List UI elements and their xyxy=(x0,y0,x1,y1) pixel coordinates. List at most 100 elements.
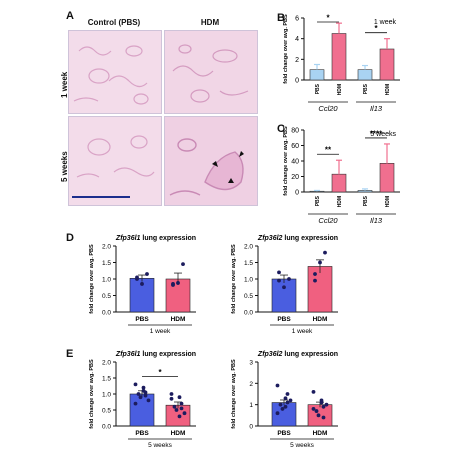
bar xyxy=(271,278,297,313)
y-tick-label: 0.0 xyxy=(244,310,253,317)
histology-image xyxy=(69,31,161,113)
data-point xyxy=(177,395,182,400)
chart-e1: Zfp36l1 lung expression 0.0 0.5 1.0 1.5 2.0 fo… xyxy=(89,351,196,449)
y-tick-label: 2 xyxy=(295,57,299,64)
data-point xyxy=(275,383,280,388)
y-tick-label: 40 xyxy=(291,159,299,166)
bar xyxy=(357,69,373,81)
histology-image xyxy=(165,31,257,113)
y-tick-label: 2.0 xyxy=(102,360,111,367)
y-tick-label: 1.5 xyxy=(244,260,253,267)
y-tick-label: 6 xyxy=(295,16,299,23)
data-point xyxy=(285,400,290,405)
bar xyxy=(307,266,333,313)
bar xyxy=(379,48,395,81)
panel-label-d: D xyxy=(66,232,74,244)
data-point xyxy=(176,281,180,285)
chart-title: Zfp36l2 lung expression xyxy=(257,235,338,242)
bar xyxy=(129,393,155,427)
data-point xyxy=(141,385,146,390)
data-point xyxy=(143,393,148,398)
histology-hdm-1week xyxy=(164,30,258,114)
y-tick-label: 20 xyxy=(291,174,299,181)
x-tick-label: HDM xyxy=(385,84,391,95)
y-tick-label: 0.0 xyxy=(102,310,111,317)
data-point xyxy=(133,382,138,387)
panel-label-e: E xyxy=(66,348,74,360)
chart-e2: Zfp36l2 lung expression 0 1 2 3 fold change o… xyxy=(231,351,338,449)
y-axis-label: fold change over avg. PBS xyxy=(283,126,289,196)
significance-marker: * xyxy=(326,14,330,23)
y-tick-label: 0 xyxy=(249,424,253,431)
data-point xyxy=(179,406,184,411)
data-point xyxy=(275,411,280,416)
y-axis-label: fold change over avg. PBS xyxy=(231,244,237,314)
y-tick-label: 2 xyxy=(249,381,253,388)
data-point xyxy=(177,414,182,419)
data-point xyxy=(283,404,288,409)
y-tick-label: 0.5 xyxy=(244,293,253,300)
panel-label-a: A xyxy=(66,10,74,22)
y-tick-label: 0.0 xyxy=(102,424,111,431)
y-tick-label: 2.0 xyxy=(102,244,111,251)
bar xyxy=(331,173,347,193)
x-tick-label: HDM xyxy=(171,316,186,323)
histology-image xyxy=(165,117,257,205)
data-point xyxy=(136,392,141,396)
data-point xyxy=(171,283,175,287)
group-label: Il13 xyxy=(370,104,383,113)
data-point xyxy=(140,282,144,286)
y-axis-label: fold change over avg. PBS xyxy=(89,244,95,314)
data-point xyxy=(179,401,184,406)
data-point xyxy=(316,413,321,418)
x-tick-label: HDM xyxy=(337,196,343,207)
data-point xyxy=(311,407,316,411)
group-label: Ccl20 xyxy=(318,104,338,113)
data-point xyxy=(169,392,174,396)
data-point xyxy=(280,407,285,411)
significance-marker: **** xyxy=(370,129,383,138)
y-tick-label: 0.5 xyxy=(102,293,111,300)
data-point xyxy=(321,404,326,409)
bar xyxy=(379,163,395,193)
x-axis-label: 1 week xyxy=(292,328,313,335)
data-point xyxy=(174,408,179,412)
y-tick-label: 1 xyxy=(249,402,253,409)
chart-title: Zfp36l2 lung expression xyxy=(257,351,338,358)
data-point xyxy=(282,285,286,290)
y-axis-label: fold change over avg. PBS xyxy=(231,359,237,429)
y-tick-label: 4 xyxy=(295,36,299,43)
data-point xyxy=(278,402,283,407)
y-tick-label: 80 xyxy=(291,128,299,135)
data-point xyxy=(146,398,151,403)
y-axis-label: fold change over avg. PBS xyxy=(89,359,95,429)
arrow-icon xyxy=(212,161,218,167)
bar xyxy=(357,190,373,193)
data-point xyxy=(288,398,293,403)
significance-marker: * xyxy=(158,368,162,377)
x-tick-label: HDM xyxy=(337,84,343,95)
x-axis-label: 1 week xyxy=(150,328,171,335)
x-tick-label: HDM xyxy=(385,196,391,207)
data-point xyxy=(314,409,319,413)
histology-image xyxy=(69,117,161,205)
col-header-hdm: HDM xyxy=(200,18,220,27)
x-tick-label: HDM xyxy=(313,430,328,437)
data-point xyxy=(285,392,290,396)
y-axis-label: fold change over avg. PBS xyxy=(283,14,289,84)
data-point xyxy=(319,400,324,405)
group-label: Il13 xyxy=(370,216,383,225)
data-point xyxy=(277,278,281,283)
panel-label-c: C xyxy=(277,123,285,135)
y-tick-label: 1.0 xyxy=(244,277,253,284)
data-point xyxy=(169,396,174,401)
data-point xyxy=(181,262,185,267)
x-axis-label: 5 weeks xyxy=(290,442,315,449)
data-point xyxy=(138,395,143,400)
x-tick-label: PBS xyxy=(315,83,321,94)
y-tick-label: 1.0 xyxy=(102,392,111,399)
x-tick-label: PBS xyxy=(277,316,291,323)
data-point xyxy=(313,278,317,283)
bar xyxy=(309,69,325,81)
